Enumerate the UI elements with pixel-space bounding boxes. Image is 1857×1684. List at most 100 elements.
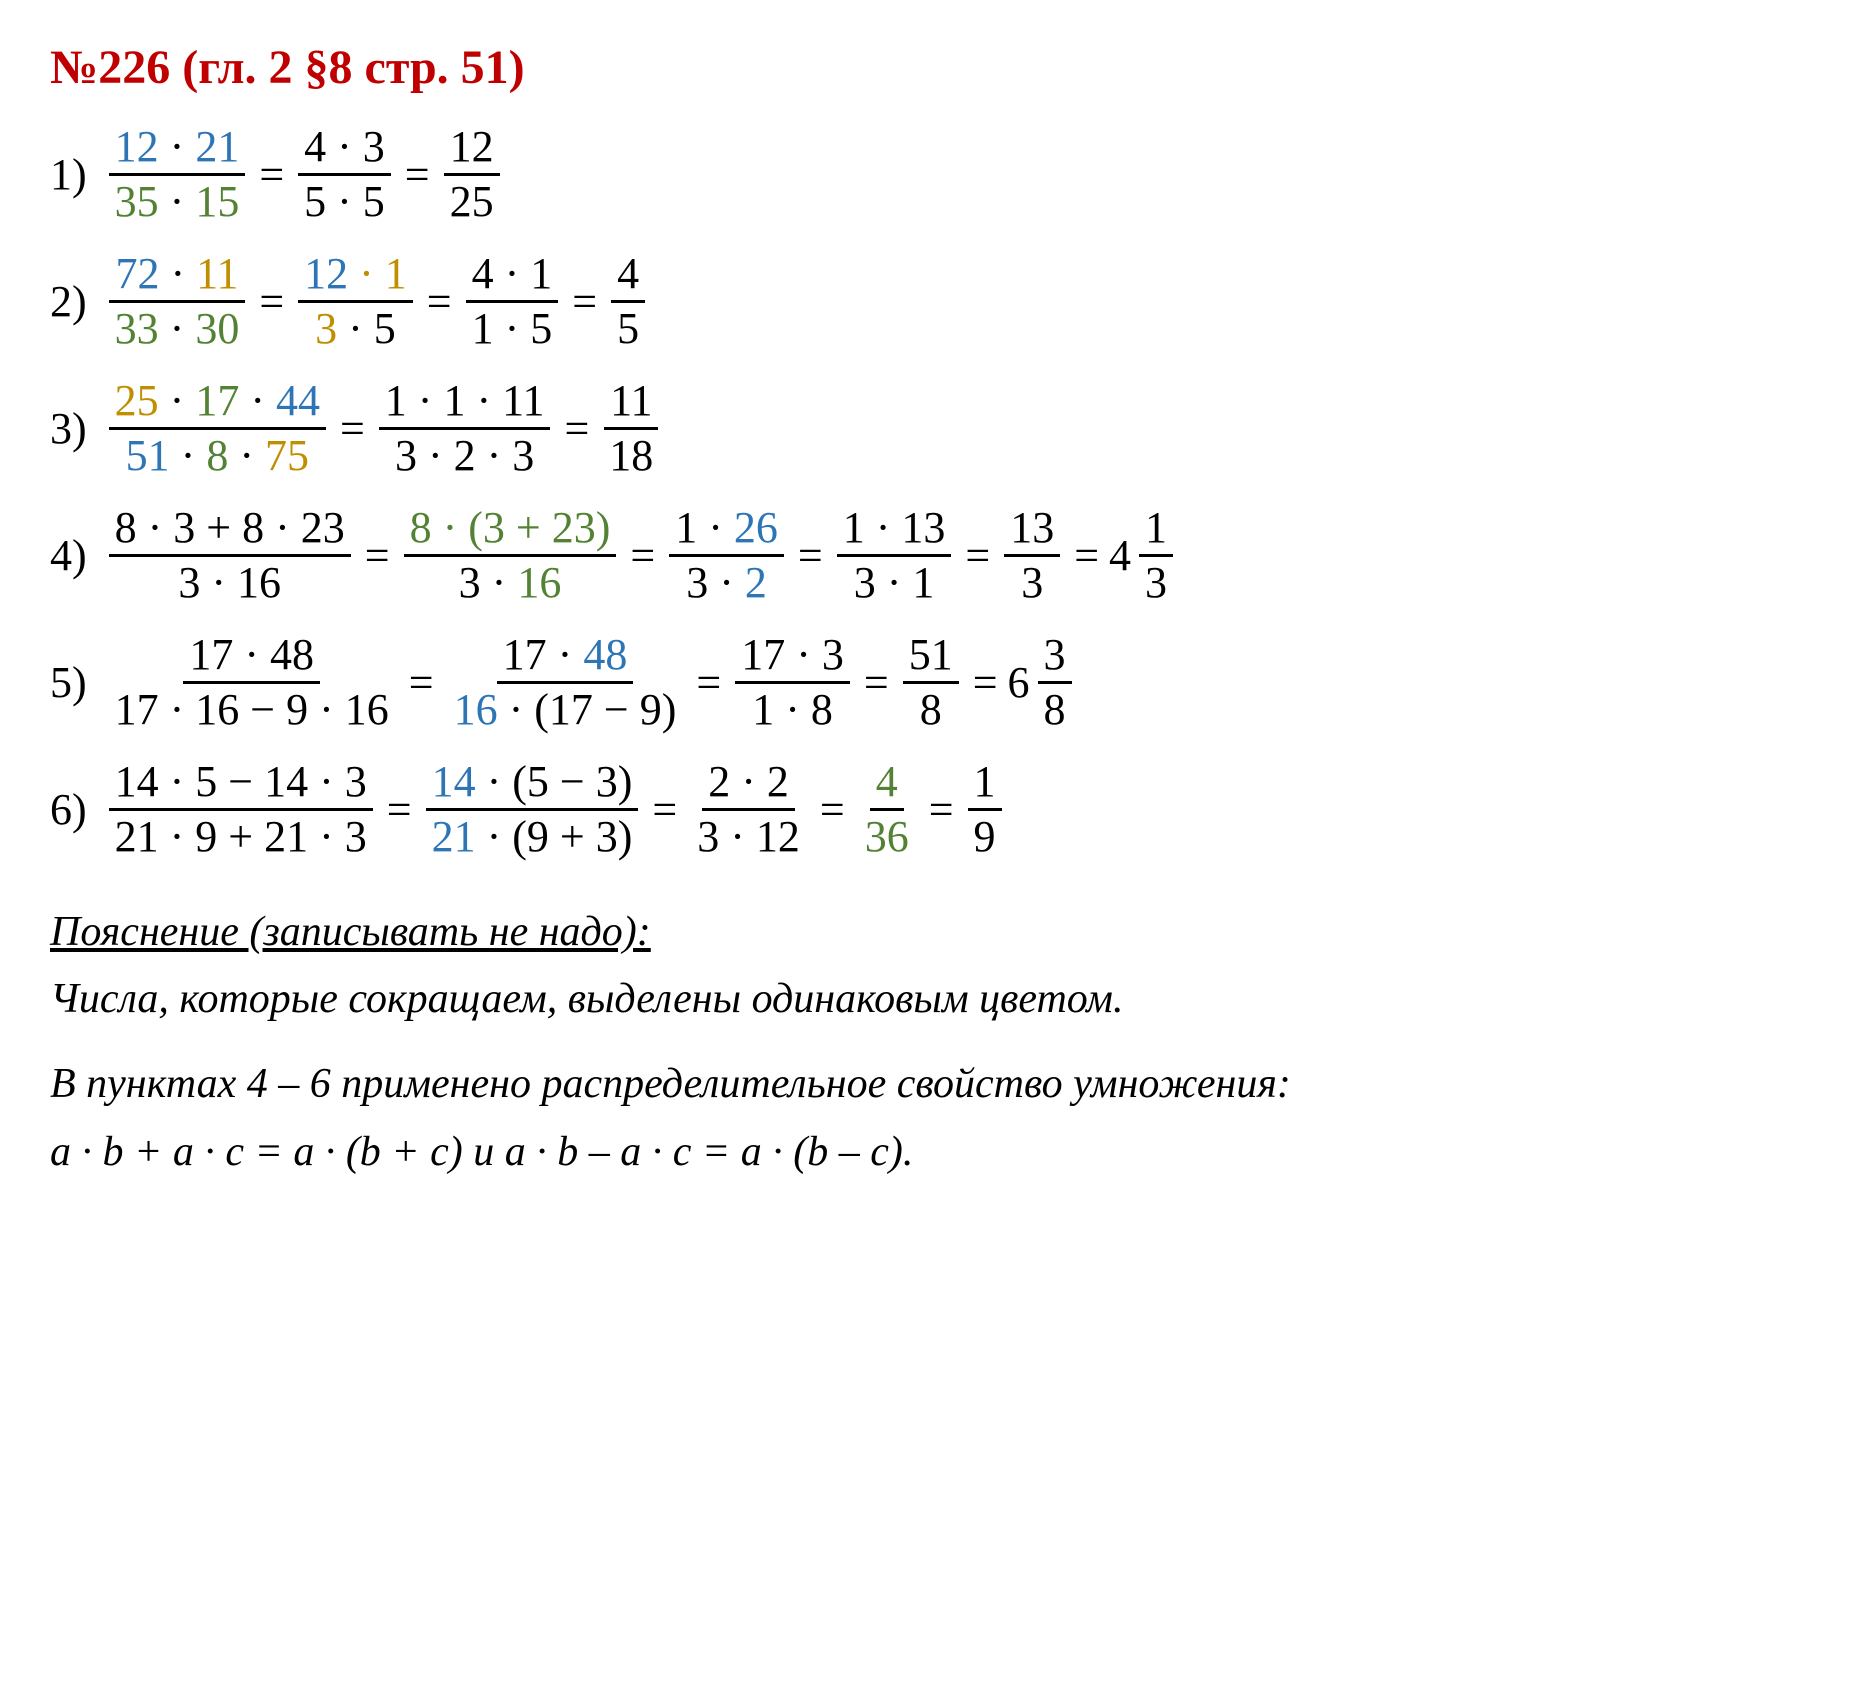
problem-row: 1) 12 · 21 35 · 15 = 4 · 3 5 · 5 = 12 25 bbox=[50, 125, 1807, 224]
math-token: 3 bbox=[1145, 558, 1167, 607]
math-token: 1 bbox=[1145, 503, 1167, 552]
fraction: 8 · 3 + 8 · 23 3 · 16 bbox=[109, 506, 351, 605]
math-token: 21 · 9 + 21 · 3 bbox=[115, 812, 367, 861]
math-token: 3 · 16 bbox=[178, 558, 281, 607]
fraction: 4 36 bbox=[859, 760, 915, 859]
numerator: 12 bbox=[444, 125, 500, 176]
math-token: 8 bbox=[920, 685, 942, 734]
math-token: 3 bbox=[1044, 630, 1066, 679]
whole-part: 4 bbox=[1109, 534, 1131, 578]
math-token: · bbox=[228, 431, 265, 480]
fraction: 14 · (5 − 3) 21 · (9 + 3) bbox=[426, 760, 639, 859]
equals-sign: = bbox=[259, 153, 284, 197]
fraction: 1 · 13 3 · 1 bbox=[837, 506, 952, 605]
fraction: 51 8 bbox=[903, 633, 959, 732]
denominator: 5 bbox=[611, 303, 645, 351]
math-token: 1 · 5 bbox=[472, 304, 553, 353]
denominator: 3 · 12 bbox=[691, 811, 806, 859]
math-token: 33 bbox=[115, 304, 159, 353]
denominator: 9 bbox=[968, 811, 1002, 859]
math-token: 2 · 2 bbox=[708, 757, 789, 806]
equals-sign: = bbox=[365, 534, 390, 578]
problem-row: 3) 25 · 17 · 44 51 · 8 · 75 = 1 · 1 · 11… bbox=[50, 379, 1807, 478]
math-token: 12 bbox=[115, 122, 159, 171]
denominator: 8 bbox=[914, 684, 948, 732]
denominator: 3 · 16 bbox=[453, 557, 568, 605]
numerator: 13 bbox=[1004, 506, 1060, 557]
math-token: 3 · 12 bbox=[697, 812, 800, 861]
numerator: 1 bbox=[1139, 506, 1173, 557]
math-token: 17 · bbox=[503, 630, 584, 679]
numerator: 25 · 17 · 44 bbox=[109, 379, 326, 430]
mixed-number: 6 3 8 bbox=[1008, 633, 1076, 732]
problem-number: 5) bbox=[50, 661, 87, 705]
fraction: 4 · 3 5 · 5 bbox=[298, 125, 391, 224]
denominator: 8 bbox=[1038, 684, 1072, 732]
fraction: 12 · 1 3 · 5 bbox=[298, 252, 413, 351]
math-token: 75 bbox=[265, 431, 309, 480]
equals-sign: = bbox=[1074, 534, 1099, 578]
math-token: 35 bbox=[115, 177, 159, 226]
fraction: 72 · 11 33 · 30 bbox=[109, 252, 246, 351]
problem-number: 4) bbox=[50, 534, 87, 578]
denominator: 3 · 5 bbox=[309, 303, 402, 351]
denominator: 21 · (9 + 3) bbox=[426, 811, 639, 859]
math-token: 4 bbox=[876, 757, 898, 806]
math-token: 5 bbox=[617, 304, 639, 353]
numerator: 8 · 3 + 8 · 23 bbox=[109, 506, 351, 557]
math-token: 3 bbox=[1021, 558, 1043, 607]
math-token: 9 bbox=[974, 812, 996, 861]
numerator: 11 bbox=[604, 379, 658, 430]
equals-sign: = bbox=[340, 407, 365, 451]
problem-number: 2) bbox=[50, 280, 87, 324]
math-token: 18 bbox=[609, 431, 653, 480]
problem-number: 3) bbox=[50, 407, 87, 451]
fraction: 3 8 bbox=[1038, 633, 1072, 732]
fraction: 1 9 bbox=[968, 760, 1002, 859]
math-token: 4 · 1 bbox=[472, 249, 553, 298]
equals-sign: = bbox=[696, 661, 721, 705]
math-token: · (3 + 23) bbox=[432, 503, 611, 552]
numerator: 2 · 2 bbox=[702, 760, 795, 811]
equals-sign: = bbox=[652, 788, 677, 832]
math-token: 5 · 5 bbox=[304, 177, 385, 226]
math-token: · bbox=[159, 122, 196, 171]
math-token: · bbox=[239, 376, 276, 425]
problem-title: №226 (гл. 2 §8 стр. 51) bbox=[50, 40, 1807, 95]
math-token: · bbox=[159, 177, 196, 226]
denominator: 17 · 16 − 9 · 16 bbox=[109, 684, 395, 732]
problem-number: 1) bbox=[50, 153, 87, 197]
denominator: 3 · 16 bbox=[172, 557, 287, 605]
denominator: 25 bbox=[444, 176, 500, 224]
math-token: 12 bbox=[450, 122, 494, 171]
fraction: 1 · 26 3 · 2 bbox=[669, 506, 784, 605]
equals-sign: = bbox=[259, 280, 284, 324]
math-token: 2 bbox=[745, 558, 767, 607]
numerator: 17 · 48 bbox=[497, 633, 634, 684]
denominator: 18 bbox=[603, 430, 659, 478]
fraction: 12 · 21 35 · 15 bbox=[109, 125, 246, 224]
denominator: 3 bbox=[1139, 557, 1173, 605]
denominator: 5 · 5 bbox=[298, 176, 391, 224]
numerator: 1 · 1 · 11 bbox=[379, 379, 551, 430]
math-token: 4 · 3 bbox=[304, 122, 385, 171]
math-token: 1 bbox=[974, 757, 996, 806]
numerator: 8 · (3 + 23) bbox=[404, 506, 617, 557]
math-token: 3 · bbox=[459, 558, 518, 607]
equals-sign: = bbox=[798, 534, 823, 578]
math-token: 21 bbox=[432, 812, 476, 861]
fraction: 4 5 bbox=[611, 252, 645, 351]
equals-sign: = bbox=[405, 153, 430, 197]
math-token: 26 bbox=[734, 503, 778, 552]
fraction: 14 · 5 − 14 · 3 21 · 9 + 21 · 3 bbox=[109, 760, 373, 859]
math-token: 17 · 3 bbox=[741, 630, 844, 679]
math-token: 11 bbox=[196, 249, 238, 298]
fraction: 17 · 48 17 · 16 − 9 · 16 bbox=[109, 633, 395, 732]
math-token: 8 bbox=[410, 503, 432, 552]
math-token: 8 bbox=[206, 431, 228, 480]
math-token: 36 bbox=[865, 812, 909, 861]
fraction: 17 · 3 1 · 8 bbox=[735, 633, 850, 732]
numerator: 72 · 11 bbox=[109, 252, 244, 303]
problem-row: 2) 72 · 11 33 · 30 = 12 · 1 3 · 5 = 4 · … bbox=[50, 252, 1807, 351]
problem-row: 5) 17 · 48 17 · 16 − 9 · 16 = 17 · 48 16… bbox=[50, 633, 1807, 732]
